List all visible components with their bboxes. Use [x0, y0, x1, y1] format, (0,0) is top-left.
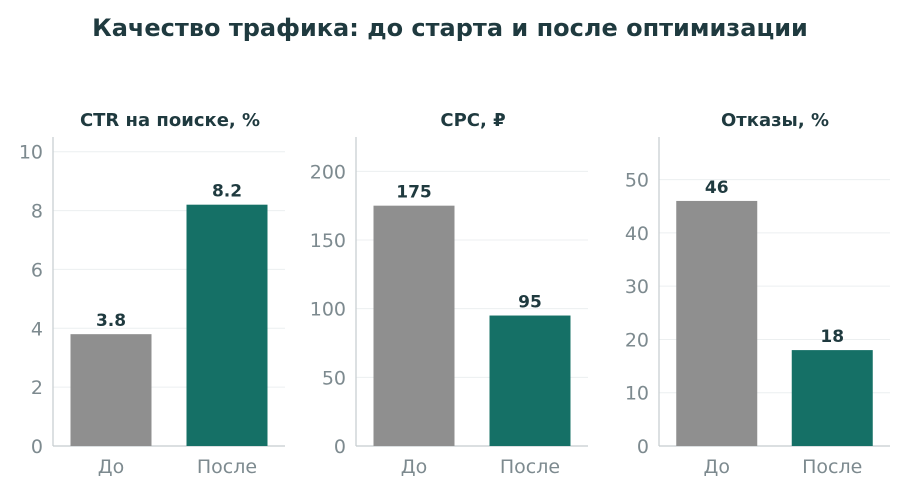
- x-tick-label: До: [98, 456, 124, 478]
- y-tick-label: 6: [31, 259, 43, 281]
- bar-before: [676, 200, 758, 446]
- y-tick-label: 4: [31, 318, 43, 340]
- data-label: 95: [518, 293, 542, 313]
- bar-after: [186, 204, 268, 446]
- y-tick-label: 50: [322, 367, 346, 389]
- data-label: 8.2: [212, 182, 242, 202]
- bar-after: [489, 315, 571, 446]
- chart-panel-2: CPC, ₽ 0 50 100 150 200 175 До 95 После: [310, 110, 588, 478]
- data-label: 3.8: [96, 311, 126, 331]
- x-tick-label: После: [802, 456, 862, 478]
- bar-before: [70, 334, 152, 446]
- chart-panel-1: CTR на поиске, % 0 2 4 6 8 10 3.8 До 8.2 После: [19, 110, 285, 478]
- panel-title: CPC, ₽: [440, 110, 505, 131]
- y-tick-label: 200: [310, 161, 346, 183]
- bar-before: [373, 205, 455, 446]
- data-label: 175: [396, 183, 432, 203]
- panel-title: Отказы, %: [721, 110, 829, 131]
- y-tick-label: 150: [310, 230, 346, 252]
- panel-title: CTR на поиске, %: [80, 110, 260, 131]
- bar-after: [791, 350, 873, 446]
- x-tick-label: До: [704, 456, 730, 478]
- x-tick-label: После: [500, 456, 560, 478]
- y-tick-label: 8: [31, 201, 43, 223]
- x-tick-label: До: [401, 456, 427, 478]
- y-tick-label: 40: [625, 223, 649, 245]
- y-tick-label: 10: [625, 383, 649, 405]
- data-label: 46: [705, 178, 729, 198]
- y-tick-label: 2: [31, 377, 43, 399]
- x-tick-label: После: [197, 456, 257, 478]
- y-tick-label: 0: [334, 436, 346, 458]
- y-tick-label: 20: [625, 329, 649, 351]
- chart-panel-3: Отказы, % 0 10 20 30 40 50 46 До 18 После: [625, 110, 890, 478]
- y-tick-label: 0: [31, 436, 43, 458]
- y-tick-label: 100: [310, 299, 346, 321]
- y-tick-label: 50: [625, 170, 649, 192]
- y-tick-label: 10: [19, 142, 43, 164]
- y-tick-label: 30: [625, 276, 649, 298]
- chart-main-title: Качество трафика: до старта и после опти…: [92, 14, 808, 42]
- data-label: 18: [820, 327, 844, 347]
- y-tick-label: 0: [637, 436, 649, 458]
